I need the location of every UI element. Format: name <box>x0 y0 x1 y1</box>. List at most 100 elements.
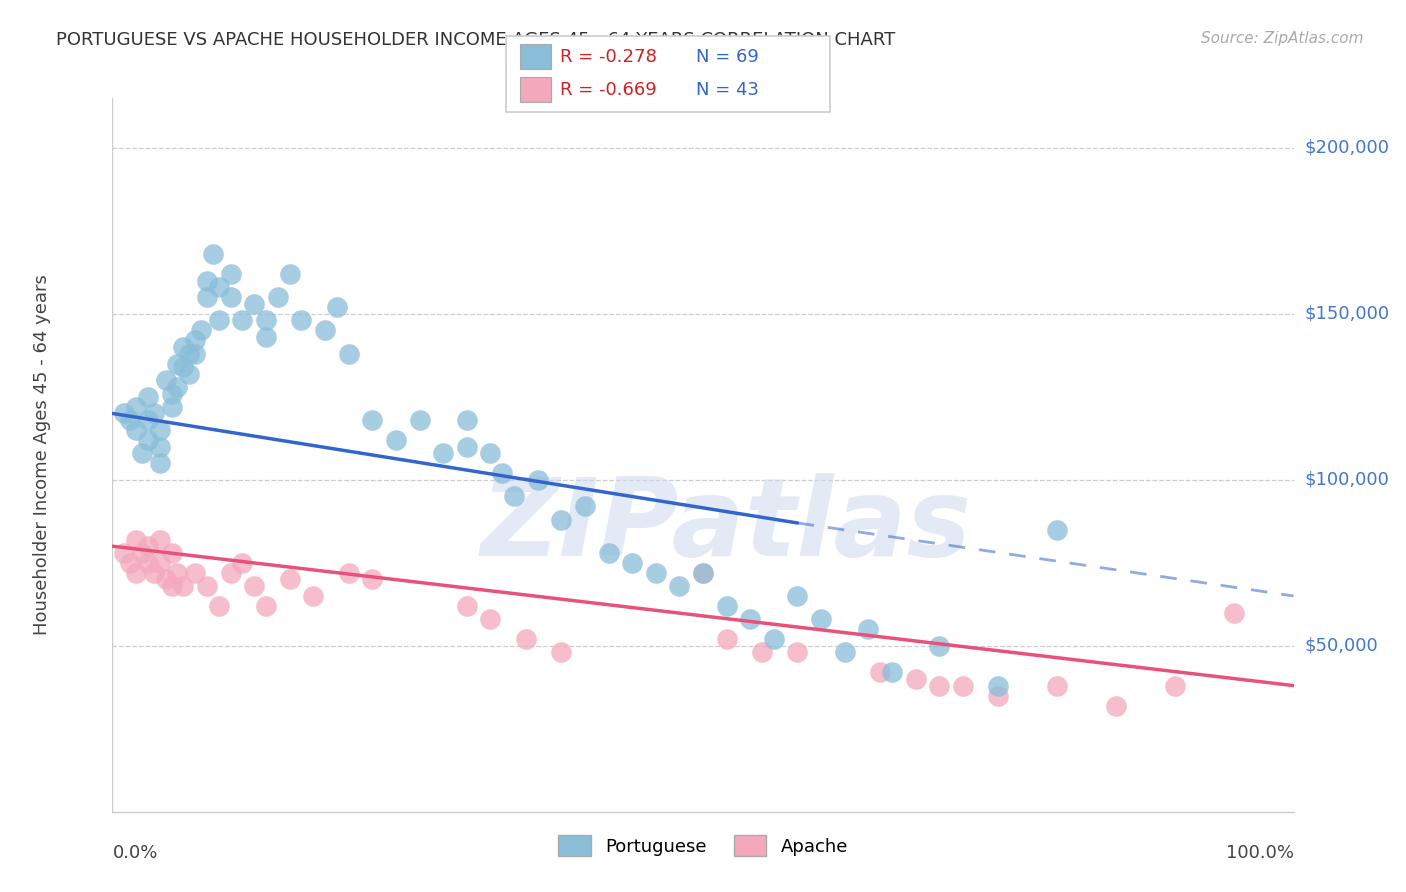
Point <box>987 689 1010 703</box>
Point <box>326 300 349 314</box>
Point <box>1223 606 1246 620</box>
Point <box>195 290 218 304</box>
Point <box>361 573 384 587</box>
Point <box>184 566 207 580</box>
Point <box>136 556 159 570</box>
Point <box>491 466 513 480</box>
Text: N = 43: N = 43 <box>696 81 759 99</box>
Point <box>166 357 188 371</box>
Point <box>125 423 148 437</box>
Point <box>786 589 808 603</box>
Point <box>160 400 183 414</box>
Point <box>184 334 207 348</box>
Point <box>166 566 188 580</box>
Point <box>1164 679 1187 693</box>
Point <box>1046 523 1069 537</box>
Point <box>254 330 277 344</box>
Point <box>195 579 218 593</box>
Point <box>172 359 194 374</box>
Text: $50,000: $50,000 <box>1305 637 1378 655</box>
Point <box>858 622 880 636</box>
Point <box>166 380 188 394</box>
Point <box>142 406 165 420</box>
Text: ZIPatlas: ZIPatlas <box>481 474 972 579</box>
Point <box>904 672 927 686</box>
Point <box>142 566 165 580</box>
Point <box>201 247 224 261</box>
Point <box>208 313 231 327</box>
Point <box>125 533 148 547</box>
Point <box>172 579 194 593</box>
Point <box>208 599 231 613</box>
Point <box>302 589 325 603</box>
Point <box>928 679 950 693</box>
Point <box>160 546 183 560</box>
Point <box>692 566 714 580</box>
Point <box>278 267 301 281</box>
Point <box>155 373 177 387</box>
Point <box>479 446 502 460</box>
Point <box>172 340 194 354</box>
Point <box>1105 698 1128 713</box>
Point <box>136 390 159 404</box>
Text: $200,000: $200,000 <box>1305 139 1389 157</box>
Point <box>184 347 207 361</box>
Point <box>267 290 290 304</box>
Point <box>112 406 135 420</box>
Point <box>120 413 142 427</box>
Point <box>361 413 384 427</box>
Legend: Portuguese, Apache: Portuguese, Apache <box>551 828 855 863</box>
Point <box>408 413 430 427</box>
Point <box>751 645 773 659</box>
Text: 0.0%: 0.0% <box>112 844 157 862</box>
Point <box>243 297 266 311</box>
Point <box>131 446 153 460</box>
Point <box>290 313 312 327</box>
Text: $100,000: $100,000 <box>1305 471 1389 489</box>
Point <box>125 400 148 414</box>
Text: PORTUGUESE VS APACHE HOUSEHOLDER INCOME AGES 45 - 64 YEARS CORRELATION CHART: PORTUGUESE VS APACHE HOUSEHOLDER INCOME … <box>56 31 896 49</box>
Point <box>208 280 231 294</box>
Point <box>149 556 172 570</box>
Point <box>136 539 159 553</box>
Point <box>762 632 785 647</box>
Point <box>716 599 738 613</box>
Point <box>231 313 253 327</box>
Point <box>503 490 526 504</box>
Point <box>231 556 253 570</box>
Point <box>149 423 172 437</box>
Point <box>456 440 478 454</box>
Point <box>179 367 201 381</box>
Point <box>716 632 738 647</box>
Point <box>880 665 903 680</box>
Point <box>810 612 832 626</box>
Point <box>337 566 360 580</box>
Text: 100.0%: 100.0% <box>1226 844 1294 862</box>
Point <box>149 533 172 547</box>
Point <box>385 433 408 447</box>
Point <box>1046 679 1069 693</box>
Point <box>786 645 808 659</box>
Text: R = -0.278: R = -0.278 <box>560 48 657 66</box>
Point <box>179 347 201 361</box>
Point <box>120 556 142 570</box>
Point <box>574 500 596 514</box>
Point <box>337 347 360 361</box>
Point <box>834 645 856 659</box>
Point <box>160 579 183 593</box>
Point <box>456 413 478 427</box>
Point <box>952 679 974 693</box>
Point <box>692 566 714 580</box>
Point <box>869 665 891 680</box>
Point <box>136 413 159 427</box>
Text: $150,000: $150,000 <box>1305 305 1389 323</box>
Point <box>526 473 548 487</box>
Point <box>456 599 478 613</box>
Point <box>644 566 666 580</box>
Point <box>928 639 950 653</box>
Point <box>155 573 177 587</box>
Text: Source: ZipAtlas.com: Source: ZipAtlas.com <box>1201 31 1364 46</box>
Point <box>125 566 148 580</box>
Point <box>190 323 212 337</box>
Point <box>550 645 572 659</box>
